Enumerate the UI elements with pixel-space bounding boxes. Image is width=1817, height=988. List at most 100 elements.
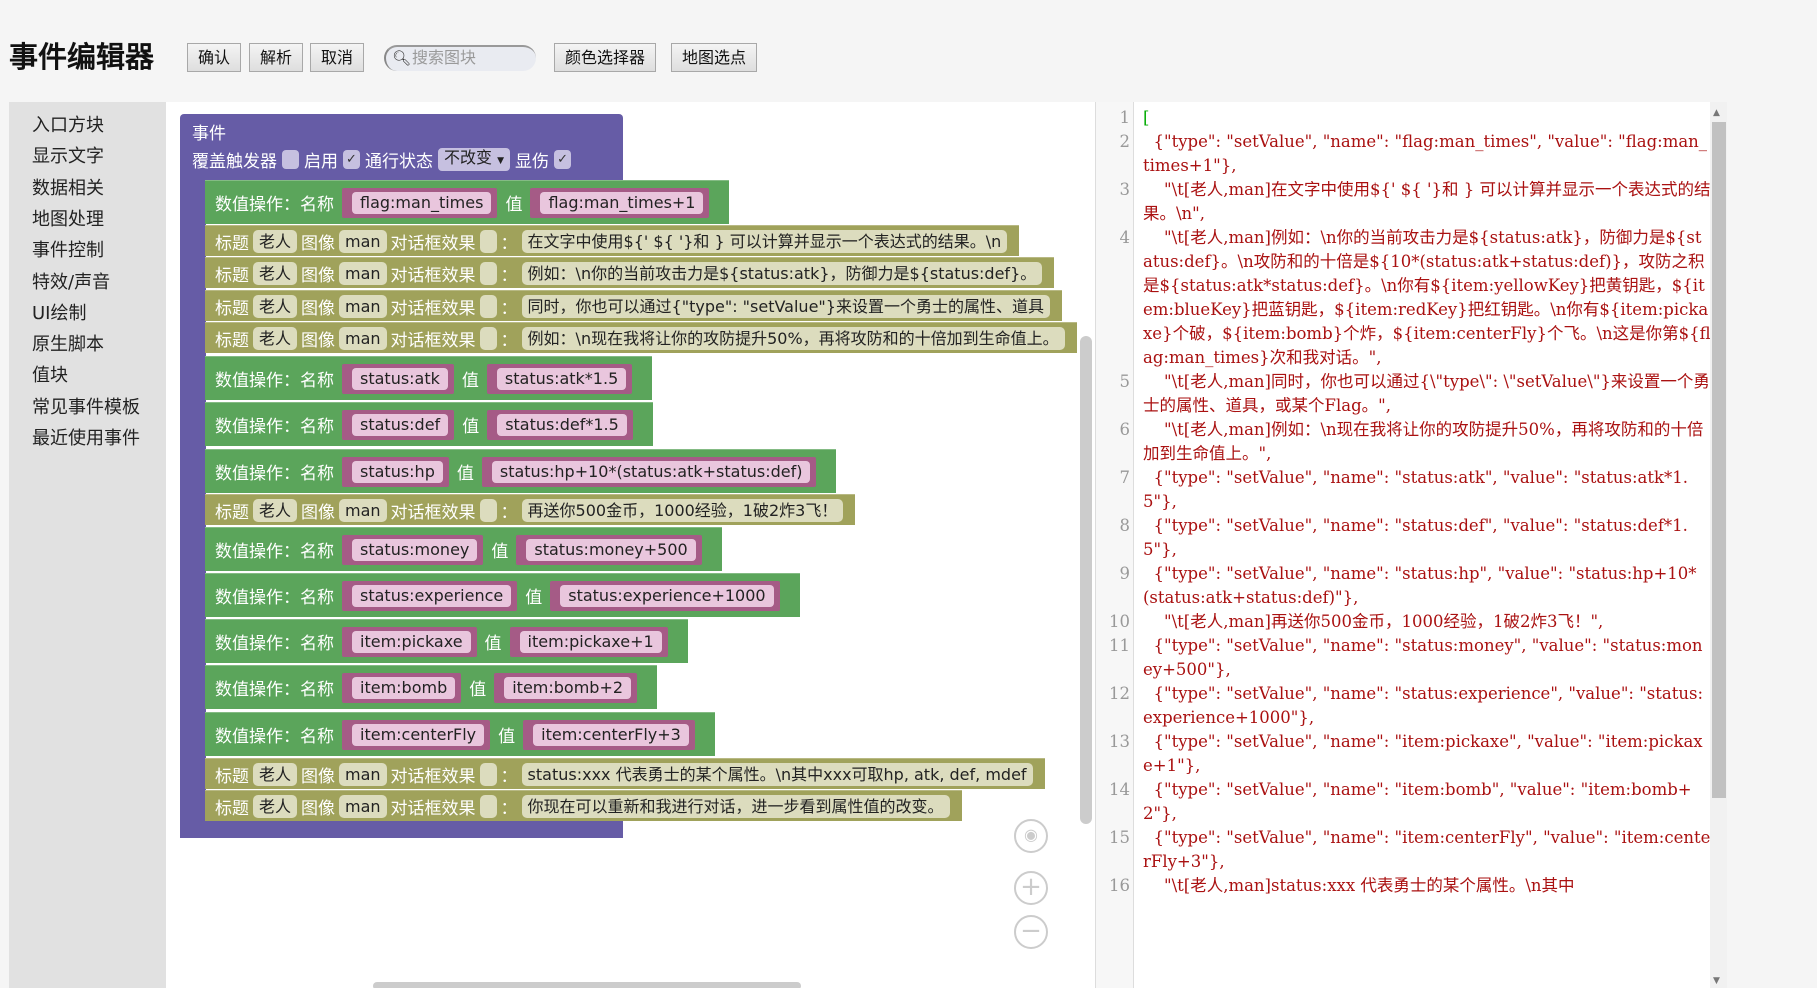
code-line[interactable]: 8 {"type": "setValue", "name": "status:d… (1120, 514, 1711, 562)
sidebar-item[interactable]: 地图处理 (32, 208, 104, 230)
code-line[interactable]: 10 "\t[老人,man]再送你500金币，1000经验，1破2炸3飞！", (1109, 610, 1711, 634)
search-input[interactable]: 🔍︎ 搜索图块 (384, 45, 536, 71)
name-field[interactable]: item:pickaxe (352, 630, 471, 653)
title-field[interactable]: 老人 (253, 762, 298, 786)
value-field[interactable]: status:atk*1.5 (496, 367, 627, 390)
value-field[interactable]: status:hp+10*(status:atk+status:def) (491, 460, 811, 483)
zoom-in-icon[interactable]: + (1014, 871, 1048, 905)
value-input[interactable]: item:centerFly+3 (523, 719, 695, 750)
set-value-block[interactable]: 数值操作：名称 status:hp 值 status:hp+10*(status:at… (205, 449, 837, 493)
text-field[interactable]: 在文字中使用${' ${ '}和 } 可以计算并显示一个表达式的结果。\n (521, 229, 1008, 253)
name-input[interactable]: item:centerFly (342, 719, 491, 750)
show-text-block[interactable]: 标题 老人 图像 man 对话框效果 ：在文字中使用${' ${ '}和 } 可以计算并显… (205, 225, 1020, 256)
value-input[interactable]: item:pickaxe+1 (509, 626, 668, 657)
value-input[interactable]: flag:man_times+1 (530, 187, 710, 218)
sidebar-item[interactable]: 常见事件模板 (32, 396, 140, 418)
set-value-block[interactable]: 数值操作：名称 status:def 值 status:def*1.5 (205, 402, 653, 446)
title-field[interactable]: 老人 (253, 261, 298, 285)
sidebar-item[interactable]: 值块 (32, 365, 68, 387)
show-text-block[interactable]: 标题 老人 图像 man 对话框效果 ：再送你500金币，1000经验，1破2炸3飞！ (205, 494, 856, 525)
code-line[interactable]: 1[ (1120, 106, 1711, 130)
text-field[interactable]: 例如：\n现在我将让你的攻防提升50%，再将攻防和的十倍加到生命值上。 (521, 326, 1065, 350)
set-value-block[interactable]: 数值操作：名称 item:centerFly 值 item:centerFly+3 (205, 712, 715, 756)
name-input[interactable]: status:money (342, 534, 484, 565)
code-line[interactable]: 13 {"type": "setValue", "name": "item:pi… (1109, 730, 1711, 778)
text-field[interactable]: status:xxx 代表勇士的某个属性。\n其中xxx可取hp, atk, d… (521, 762, 1033, 786)
value-field[interactable]: status:def*1.5 (497, 413, 627, 436)
event-block[interactable]: 事件 覆盖触发器 启用 ✓ 通行状态 不改变 ▼ 显伤 ✓ (180, 114, 623, 838)
name-input[interactable]: item:bomb (342, 672, 462, 703)
code-line[interactable]: 12 {"type": "setValue", "name": "status:… (1109, 682, 1711, 730)
title-field[interactable]: 老人 (253, 498, 298, 522)
code-line[interactable]: 5 "\t[老人,man]同时，你也可以通过{\"type\": \"setVa… (1120, 370, 1711, 418)
blockly-workspace[interactable]: 事件 覆盖触发器 启用 ✓ 通行状态 不改变 ▼ 显伤 ✓ 数值操作：名称 fla… (166, 102, 1095, 988)
image-field[interactable]: man (339, 326, 387, 350)
value-field[interactable]: item:pickaxe+1 (519, 630, 662, 653)
effect-field[interactable] (479, 326, 497, 350)
editor-scrollbar-thumb[interactable] (1712, 122, 1726, 798)
name-input[interactable]: status:atk (342, 363, 454, 394)
effect-field[interactable] (479, 294, 497, 318)
name-field[interactable]: status:money (352, 538, 478, 561)
name-field[interactable]: status:atk (352, 367, 448, 390)
code-line[interactable]: 9 {"type": "setValue", "name": "status:h… (1120, 562, 1711, 610)
sidebar-item[interactable]: 最近使用事件 (32, 428, 140, 449)
effect-field[interactable] (479, 794, 497, 818)
show-text-block[interactable]: 标题 老人 图像 man 对话框效果 ：例如：\n你的当前攻击力是${status:atk… (205, 257, 1055, 288)
value-input[interactable]: status:hp+10*(status:atk+status:def) (481, 456, 817, 487)
confirm-button[interactable]: 确认 (187, 43, 242, 72)
title-field[interactable]: 老人 (253, 794, 298, 818)
scroll-up-icon[interactable]: ▲ (1713, 108, 1720, 118)
name-input[interactable]: status:hp (342, 456, 449, 487)
set-value-block[interactable]: 数值操作：名称 item:pickaxe 值 item:pickaxe+1 (205, 619, 688, 663)
name-field[interactable]: status:def (352, 413, 449, 436)
text-field[interactable]: 再送你500金币，1000经验，1破2炸3飞！ (521, 498, 844, 522)
sidebar-item[interactable]: 特效/声音 (32, 271, 111, 293)
effect-field[interactable] (479, 229, 497, 253)
hurt-checkbox[interactable]: ✓ (554, 150, 572, 169)
set-value-block[interactable]: 数值操作：名称 status:experience 值 status:experien… (205, 573, 800, 617)
name-field[interactable]: item:centerFly (352, 723, 485, 746)
value-field[interactable]: status:experience+1000 (560, 584, 774, 607)
sidebar-item[interactable]: 显示文字 (32, 146, 104, 168)
code-line[interactable]: 15 {"type": "setValue", "name": "item:ce… (1109, 826, 1711, 874)
workspace-horizontal-scrollbar[interactable] (373, 982, 801, 988)
sidebar-item[interactable]: 数据相关 (32, 177, 104, 199)
recenter-icon[interactable]: ◉ (1014, 819, 1048, 853)
title-field[interactable]: 老人 (253, 294, 298, 318)
show-text-block[interactable]: 标题 老人 图像 man 对话框效果 ： status:xxx 代表勇士的某个属性。\n其中… (205, 758, 1045, 789)
value-field[interactable]: item:bomb+2 (504, 676, 632, 699)
color-picker-button[interactable]: 颜色选择器 (554, 43, 657, 72)
set-value-block[interactable]: 数值操作：名称 status:money 值 status:money+500 (205, 527, 722, 571)
name-input[interactable]: item:pickaxe (342, 626, 477, 657)
parse-button[interactable]: 解析 (249, 43, 304, 72)
enable-checkbox[interactable]: ✓ (343, 150, 360, 169)
effect-field[interactable] (479, 261, 497, 285)
show-text-block[interactable]: 标题 老人 图像 man 对话框效果 ：例如：\n现在我将让你的攻防提升50%，再将攻防和… (205, 322, 1077, 353)
value-input[interactable]: status:atk*1.5 (486, 363, 633, 394)
text-field[interactable]: 例如：\n你的当前攻击力是${status:atk}，防御力是${status:… (521, 261, 1043, 285)
effect-field[interactable] (479, 498, 497, 522)
image-field[interactable]: man (339, 229, 387, 253)
text-field[interactable]: 同时，你也可以通过{"type": "setValue"}来设置一个勇士的属性、… (521, 294, 1050, 318)
sidebar-item[interactable]: 原生脚本 (32, 334, 104, 356)
set-value-block[interactable]: 数值操作：名称 flag:man_times 值 flag:man_times+1 (205, 180, 730, 224)
image-field[interactable]: man (339, 294, 387, 318)
map-pick-button[interactable]: 地图选点 (671, 43, 758, 72)
value-input[interactable]: status:money+500 (516, 534, 702, 565)
name-field[interactable]: flag:man_times (352, 191, 492, 214)
value-input[interactable]: status:def*1.5 (487, 409, 633, 440)
code-line[interactable]: 3 "\t[老人,man]在文字中使用${' ${ '}和 } 可以计算并显示一… (1120, 178, 1711, 226)
cancel-button[interactable]: 取消 (310, 43, 365, 72)
image-field[interactable]: man (339, 261, 387, 285)
sidebar-item[interactable]: 入口方块 (32, 115, 104, 136)
pass-dropdown[interactable]: 不改变 ▼ (438, 148, 511, 171)
code-editor[interactable]: 1[2 {"type": "setValue", "name": "flag:m… (1095, 102, 1727, 988)
name-input[interactable]: status:experience (342, 580, 518, 611)
code-line[interactable]: 7 {"type": "setValue", "name": "status:a… (1120, 466, 1711, 514)
scroll-down-icon[interactable]: ▼ (1713, 976, 1720, 986)
name-input[interactable]: flag:man_times (342, 187, 498, 218)
image-field[interactable]: man (339, 794, 387, 818)
set-value-block[interactable]: 数值操作：名称 status:atk 值 status:atk*1.5 (205, 356, 653, 400)
value-input[interactable]: item:bomb+2 (494, 672, 638, 703)
